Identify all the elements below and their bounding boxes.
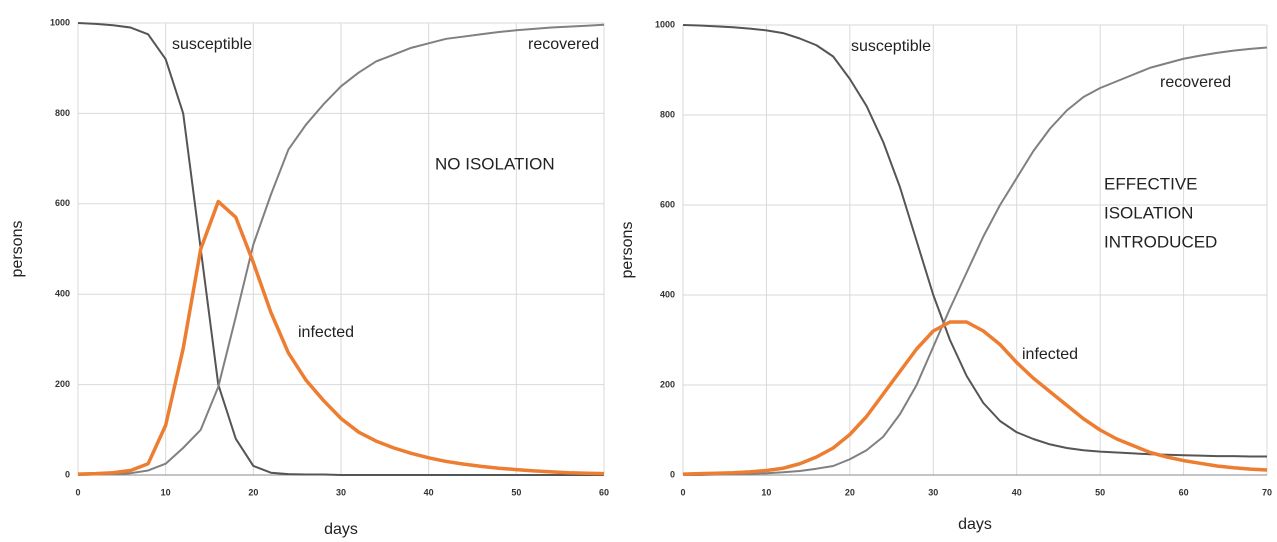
x-tick-label: 10 (161, 487, 171, 497)
series-line (683, 46, 1268, 476)
y-tick-label: 600 (660, 199, 675, 209)
x-tick-label: 20 (845, 487, 855, 497)
series-line (77, 22, 604, 476)
y-tick-label: 0 (670, 469, 675, 479)
x-tick-label: 40 (1012, 487, 1022, 497)
y-tick-label: 200 (660, 379, 675, 389)
y-tick-label: 200 (55, 379, 70, 389)
x-tick-label: 30 (928, 487, 938, 497)
x-axis-label: days (324, 521, 358, 538)
x-tick-label: 50 (511, 487, 521, 497)
series-line (77, 199, 605, 476)
x-tick-label: 60 (1179, 487, 1189, 497)
series-label: infected (298, 324, 354, 341)
y-tick-label: 400 (660, 289, 675, 299)
x-tick-label: 60 (599, 487, 609, 497)
series-line (77, 23, 605, 476)
y-tick-label: 0 (65, 469, 70, 479)
y-tick-label: 800 (55, 108, 70, 118)
annotation: INTRODUCED (1104, 232, 1217, 251)
x-tick-label: 0 (75, 487, 80, 497)
annotation: EFFECTIVE (1104, 174, 1198, 193)
y-tick-label: 800 (660, 109, 675, 119)
series-label: recovered (1160, 74, 1231, 91)
x-tick-label: 30 (336, 487, 346, 497)
line-shadow (682, 321, 1268, 476)
series-label: recovered (528, 36, 599, 53)
y-tick-label: 600 (55, 198, 70, 208)
y-tick-label: 1000 (50, 17, 70, 27)
series-label: infected (1022, 346, 1078, 363)
x-tick-label: 0 (680, 487, 685, 497)
y-tick-label: 400 (55, 289, 70, 299)
series-line (682, 24, 1267, 458)
series-label: susceptible (851, 38, 931, 55)
annotation: ISOLATION (1104, 203, 1193, 222)
y-axis-label: persons (619, 222, 636, 279)
series-line (682, 320, 1268, 476)
series-label: susceptible (172, 36, 252, 53)
y-axis-label: persons (9, 221, 26, 278)
x-tick-label: 10 (761, 487, 771, 497)
x-tick-label: 50 (1095, 487, 1105, 497)
annotation: NO ISOLATION (435, 154, 555, 173)
x-tick-label: 40 (424, 487, 434, 497)
x-tick-label: 20 (248, 487, 258, 497)
x-axis-label: days (958, 516, 992, 533)
y-tick-label: 1000 (655, 19, 675, 29)
x-tick-label: 70 (1262, 487, 1272, 497)
